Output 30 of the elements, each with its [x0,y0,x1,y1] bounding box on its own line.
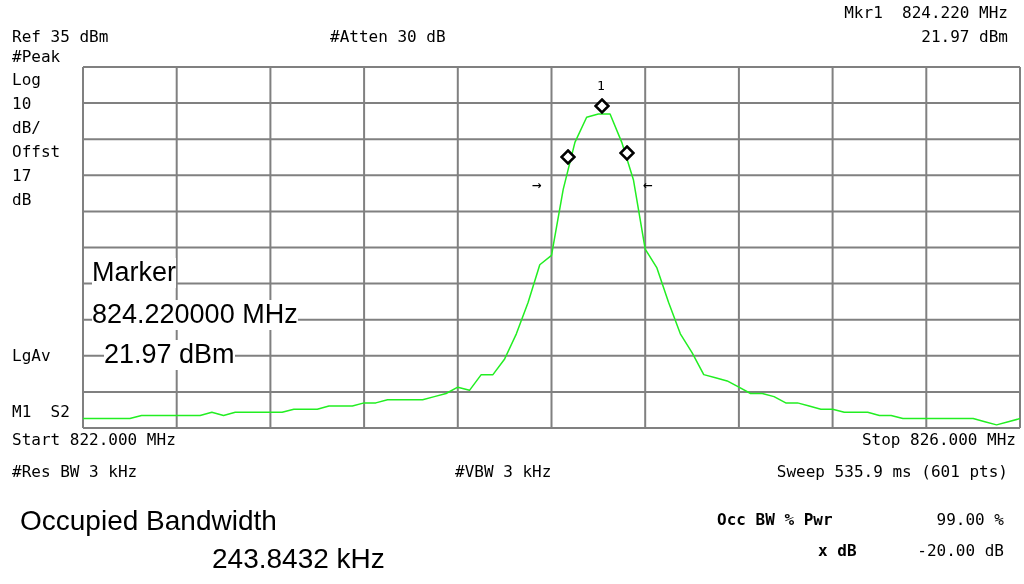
text: Sweep 535.9 ms (601 pts) [776,462,1008,481]
text: Offst [12,142,61,161]
text: 17 [12,166,32,185]
annotation: → [532,175,542,194]
text: #Res BW 3 kHz [12,462,138,481]
text: x dB [818,541,857,560]
text: #Peak [12,47,61,66]
text: dB/ [12,118,41,137]
text: 10 [12,94,32,113]
text: Stop 826.000 MHz [861,430,1016,449]
text: #VBW 3 kHz [455,462,552,481]
annotation: 21.97 dBm [104,339,235,370]
text: Log [12,70,41,89]
text: LgAv [12,346,51,365]
annotation: Marker [92,257,177,288]
text: -20.00 dB [917,541,1004,560]
text: dB [12,190,32,209]
text: M1 S2 [12,402,70,421]
text: Start 822.000 MHz [12,430,176,449]
text: Mkr1 824.220 MHz [844,3,1008,22]
text: #Atten 30 dB [330,27,446,46]
text: 243.8432 kHz [212,543,385,575]
text: 21.97 dBm [921,27,1008,46]
text: Occ BW % Pwr [717,510,833,529]
annotation: 824.220000 MHz [92,299,298,330]
text: 1 [597,78,605,94]
text: 99.00 % [936,510,1004,529]
text: Occupied Bandwidth [20,505,277,537]
annotation: ← [643,175,653,194]
text: Ref 35 dBm [12,27,109,46]
